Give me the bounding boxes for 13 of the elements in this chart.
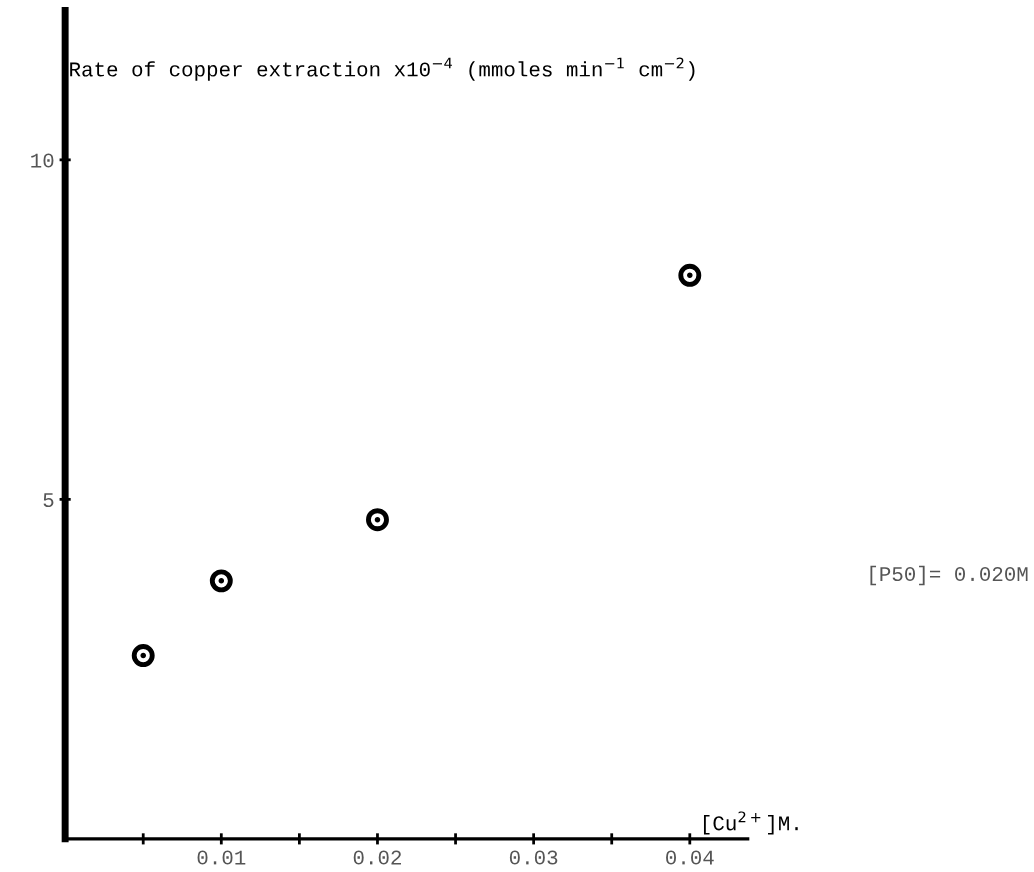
x-tick-label: 0.04	[666, 850, 714, 865]
y-tick-label: 5	[43, 493, 54, 508]
text: [P50]= 0.020M	[870, 565, 1028, 586]
y-tick-label: 10	[31, 153, 54, 168]
y-axis-title: Rate of copper extraction x10$^{−4}$ (mmoles min$^{−1}$ cm$^{−2}$)	[70, 57, 695, 81]
point	[209, 569, 233, 593]
x-tick-label: 0.03	[509, 850, 558, 865]
x-tick-label: 0.02	[353, 850, 401, 865]
x-axis-title: [Cu$^{2+}$]M.	[703, 811, 798, 835]
point	[366, 508, 389, 532]
point	[131, 644, 155, 667]
point	[678, 263, 702, 287]
x-tick-label: 0.01	[197, 850, 246, 865]
